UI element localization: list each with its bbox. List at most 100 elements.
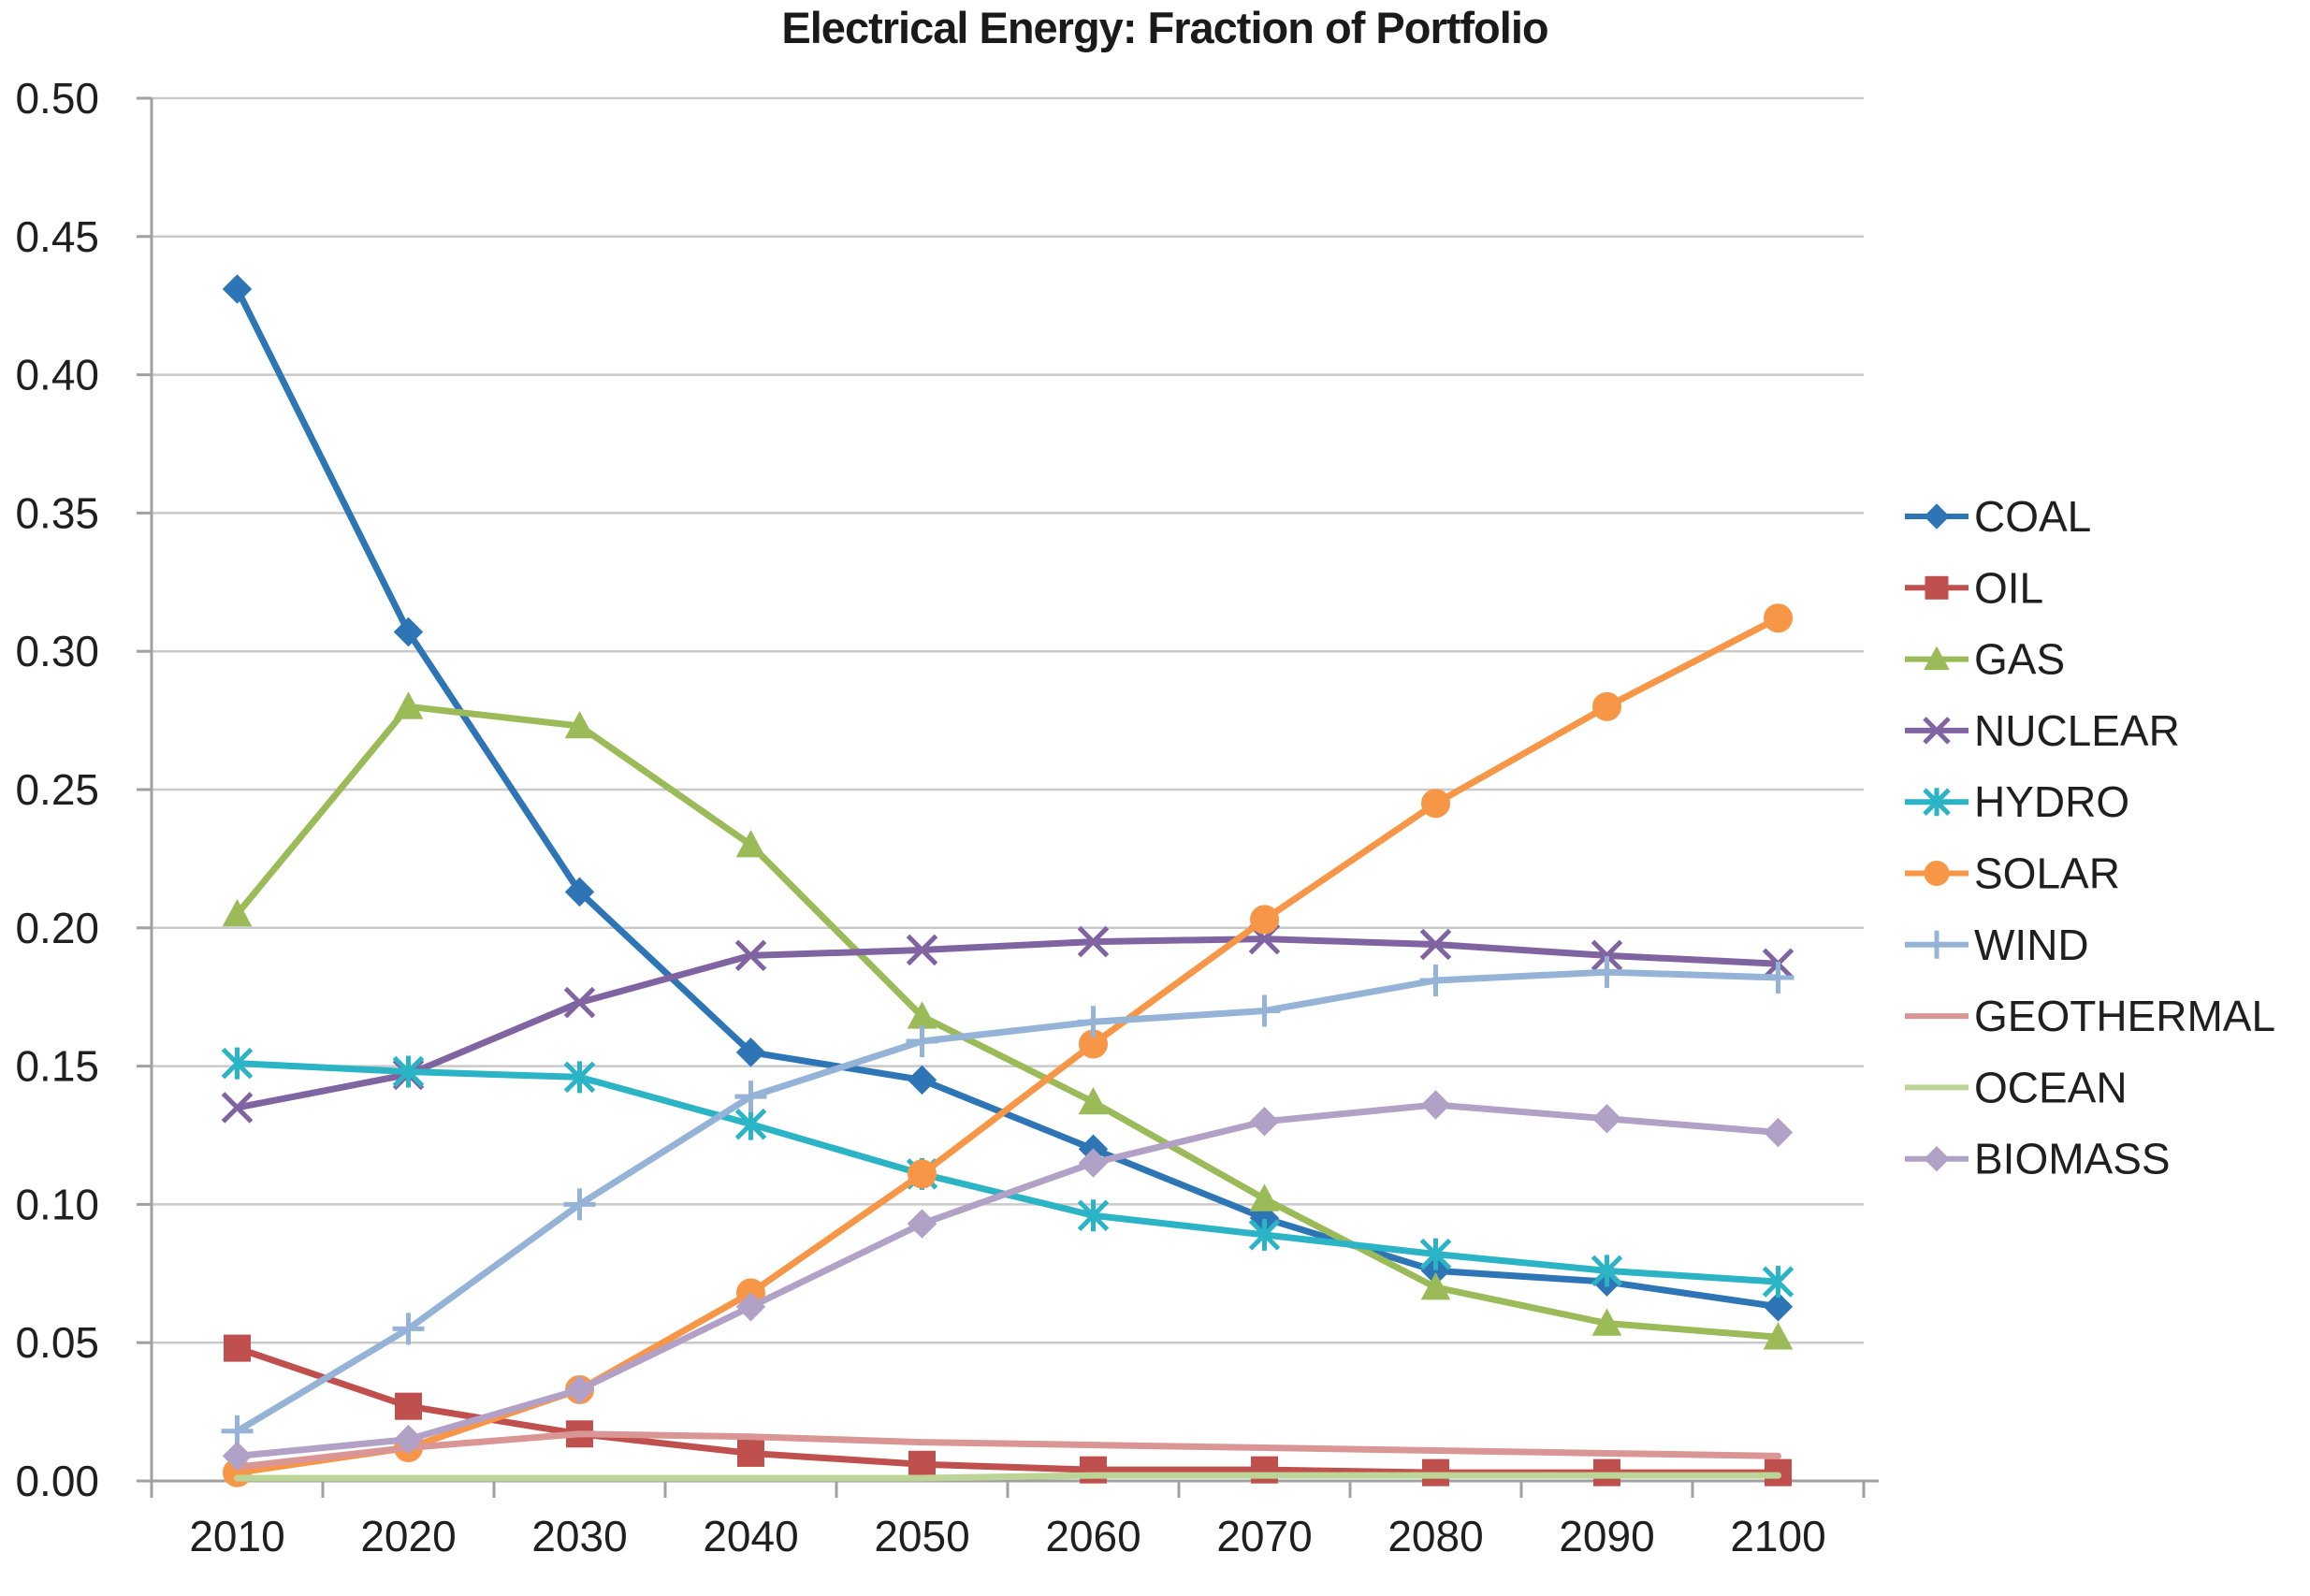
series-line xyxy=(234,703,1781,1341)
marker-diamond xyxy=(1763,1117,1794,1148)
marker-diamond xyxy=(1924,1145,1950,1172)
marker-circle xyxy=(1250,905,1279,935)
legend-item-gas: GAS xyxy=(1905,635,2065,684)
marker-x xyxy=(1077,925,1110,958)
marker-triangle xyxy=(222,898,253,927)
legend-item-oil: OIL xyxy=(1905,563,2043,612)
legend-label: HYDRO xyxy=(1974,777,2129,826)
marker-asterisk xyxy=(1923,788,1951,817)
marker-triangle xyxy=(1420,1272,1451,1300)
series-biomass xyxy=(222,1090,1794,1472)
y-tick-label: 0.35 xyxy=(15,488,99,537)
marker-plus xyxy=(1077,1006,1110,1038)
marker-circle xyxy=(1421,789,1450,819)
marker-square xyxy=(1925,575,1949,600)
series-gas xyxy=(222,691,1794,1350)
marker-diamond xyxy=(222,274,253,304)
series-coal xyxy=(222,274,1794,1322)
marker-x xyxy=(1419,928,1452,961)
series-line xyxy=(234,285,1781,1311)
legend-label: GAS xyxy=(1974,635,2065,684)
marker-triangle xyxy=(735,830,766,858)
series-wind xyxy=(221,956,1794,1447)
legend-item-geothermal: GEOTHERMAL xyxy=(1905,992,2275,1040)
marker-x xyxy=(734,939,767,972)
y-tick-label: 0.45 xyxy=(15,212,99,261)
marker-plus xyxy=(563,1188,596,1221)
legend-label: WIND xyxy=(1974,921,2089,969)
marker-diamond xyxy=(393,617,424,647)
legend-label: SOLAR xyxy=(1974,849,2120,898)
marker-triangle xyxy=(1924,646,1950,671)
marker-diamond xyxy=(1591,1104,1622,1134)
x-tick-label: 2010 xyxy=(189,1512,284,1560)
marker-plus xyxy=(734,1081,767,1113)
marker-circle xyxy=(1764,603,1793,633)
legend-label: OIL xyxy=(1974,563,2043,612)
marker-x xyxy=(1591,939,1623,972)
legend-item-hydro: HYDRO xyxy=(1905,777,2129,826)
marker-x xyxy=(221,1092,254,1124)
x-tick-label: 2040 xyxy=(703,1512,798,1560)
y-axis-labels: 0.00 0.05 0.10 0.15 0.20 0.25 0.30 0.35 0.40 0.45… xyxy=(15,74,99,1505)
y-tick-label: 0.05 xyxy=(15,1318,99,1367)
series-ocean xyxy=(234,1472,1781,1482)
legend-item-wind: WIND xyxy=(1905,921,2089,969)
marker-x xyxy=(1923,717,1951,745)
y-tick-label: 0.50 xyxy=(15,74,99,123)
x-tick-label: 2030 xyxy=(531,1512,627,1560)
marker-diamond xyxy=(1078,1148,1109,1178)
legend-label: GEOTHERMAL xyxy=(1974,992,2275,1040)
series-line xyxy=(234,968,1781,1435)
series-hydro xyxy=(221,1047,1794,1299)
marker-diamond xyxy=(1249,1107,1280,1137)
marker-diamond xyxy=(564,877,595,907)
legend-item-biomass: BIOMASS xyxy=(1905,1135,2171,1183)
series-line xyxy=(234,615,1781,1476)
legend-label: NUCLEAR xyxy=(1974,706,2180,755)
marker-triangle xyxy=(1763,1322,1794,1350)
marker-asterisk xyxy=(392,1055,425,1088)
marker-diamond xyxy=(735,1292,766,1322)
x-tick-label: 2090 xyxy=(1559,1512,1654,1560)
marker-plus xyxy=(906,1025,938,1057)
x-tick-label: 2100 xyxy=(1730,1512,1825,1560)
marker-x xyxy=(563,986,596,1019)
marker-x xyxy=(906,934,938,966)
series-geothermal xyxy=(234,1430,1781,1471)
series-nuclear xyxy=(221,922,1794,1124)
marker-circle xyxy=(908,1159,937,1189)
legend-label: COAL xyxy=(1974,492,2091,541)
marker-diamond xyxy=(222,1441,253,1472)
legend-item-ocean: OCEAN xyxy=(1905,1063,2128,1111)
y-tick-label: 0.40 xyxy=(15,351,99,399)
chart-title: Electrical Energy: Fraction of Portfolio xyxy=(781,3,1548,52)
x-tick-label: 2060 xyxy=(1045,1512,1140,1560)
gridlines xyxy=(152,96,1864,1344)
legend: COAL OIL GAS NUCLEAR HYDRO SOLAR WIND GEOTHERMA… xyxy=(1905,492,2275,1183)
series-line xyxy=(234,1472,1781,1482)
legend-label: OCEAN xyxy=(1974,1063,2128,1111)
marker-plus xyxy=(1248,994,1281,1027)
series-solar xyxy=(223,603,1793,1487)
marker-plus xyxy=(392,1313,425,1345)
y-tick-label: 0.00 xyxy=(15,1457,99,1505)
axes xyxy=(137,96,1879,1498)
series-line xyxy=(234,936,1781,1111)
marker-square xyxy=(1251,1456,1278,1484)
marker-asterisk xyxy=(221,1047,254,1080)
x-tick-label: 2080 xyxy=(1387,1512,1483,1560)
legend-item-nuclear: NUCLEAR xyxy=(1905,706,2180,755)
series-line xyxy=(234,1101,1781,1459)
marker-circle xyxy=(1924,861,1950,886)
marker-diamond xyxy=(907,1209,937,1239)
marker-triangle xyxy=(564,710,595,739)
marker-plus xyxy=(1419,964,1452,996)
marker-square xyxy=(224,1334,251,1362)
legend-label: BIOMASS xyxy=(1974,1135,2171,1183)
marker-diamond xyxy=(1924,503,1950,530)
marker-asterisk xyxy=(1762,1266,1794,1299)
marker-plus xyxy=(1923,930,1951,959)
